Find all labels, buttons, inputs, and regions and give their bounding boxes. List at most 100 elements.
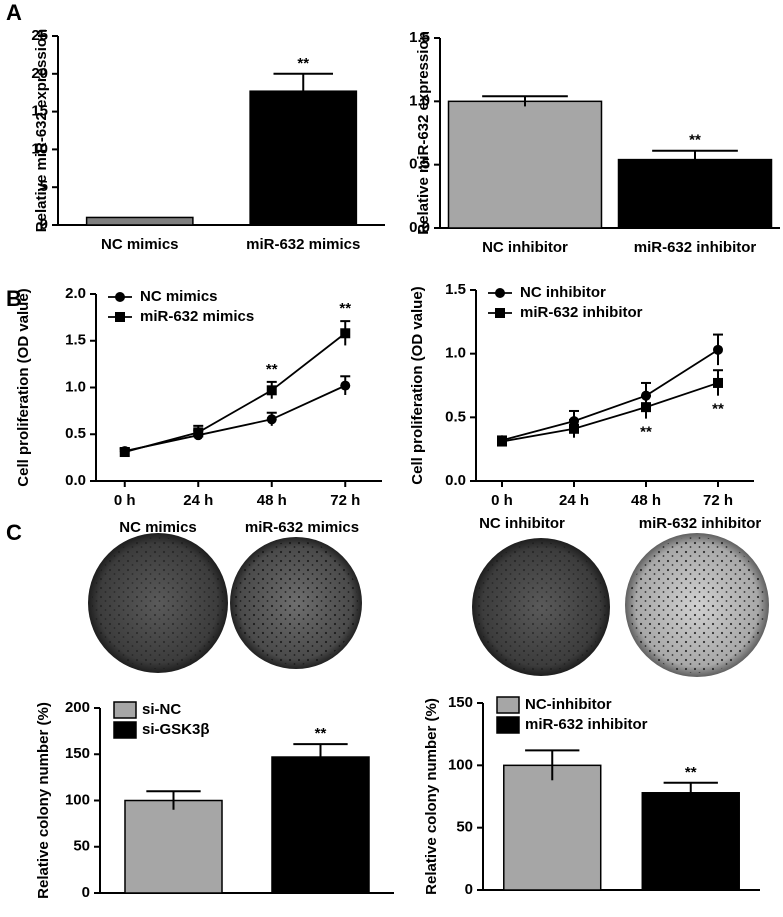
legend-label: si-NC [142,701,181,718]
y-tick-label: 0.0 [445,472,466,489]
bar [271,756,370,894]
marker [569,423,579,434]
chart: 0.0 0.5 1.0 1.5 2.0 Cell proliferation (OD va… [15,285,382,509]
y-tick-label: 100 [65,791,90,808]
legend-swatch [496,716,520,734]
y-tick-label: 1.0 [65,378,86,395]
line [124,332,346,453]
image-label: NC inhibitor [479,515,565,532]
legend-label: miR-632 inhibitor [520,304,643,321]
legend-marker [115,292,125,302]
marker [266,385,277,396]
y-tick-label: 10 [31,140,48,157]
line [501,349,719,442]
y-tick-label: 1.5 [445,281,466,298]
marker [266,414,277,425]
y-tick-label: 0.5 [65,425,86,442]
legend-swatch [496,696,520,714]
bar [447,100,603,229]
bar [617,158,773,229]
line [501,382,719,443]
y-tick-label: 0.0 [409,219,430,236]
marker [713,377,723,388]
colony-dishes [88,533,769,677]
marker [713,344,723,355]
y-tick-label: 150 [448,694,473,711]
legend-swatch [113,701,137,719]
marker [340,380,351,391]
x-tick-label: 72 h [703,492,733,509]
bar [124,799,223,894]
annotation: ** [712,401,724,418]
x-tick-label: 48 h [631,492,661,509]
y-tick-label: 25 [31,27,48,44]
legend-label: NC-inhibitor [525,696,612,713]
annotation: ** [640,424,652,441]
x-tick-label: NC mimics [101,236,179,253]
legend-marker [495,288,505,298]
y-tick-label: 0.5 [445,408,466,425]
legend-swatch [113,721,137,739]
y-tick-label: 50 [456,819,473,836]
bar [641,792,740,891]
y-axis-title: Relative colony number (%) [423,698,440,895]
x-tick-label: 24 h [559,492,589,509]
x-tick-label: 48 h [257,492,287,509]
x-tick-label: miR-632 inhibitor [634,239,757,256]
marker [641,402,651,413]
image-label: miR-632 inhibitor [639,515,762,532]
x-tick-label: miR-632 mimics [246,236,360,253]
chart: 0.0 0.5 1.0 1.5 Cell proliferation (OD value… [409,281,754,509]
x-tick-label: NC inhibitor [482,239,568,256]
bar [503,764,602,891]
y-axis-title: Relative miR-632 expression [415,31,432,234]
annotation: ** [297,55,309,72]
image-label: miR-632 mimics [245,519,359,536]
annotation: ** [339,300,351,317]
y-tick-label: 20 [31,65,48,82]
y-tick-label: 200 [65,699,90,716]
legend-label: NC mimics [140,288,218,305]
y-tick-label: 0 [465,881,473,898]
y-tick-label: 1.5 [65,332,86,349]
y-tick-label: 50 [73,838,90,855]
chart: 0 50 100 150 200 Relative colony number (%) **… [35,699,394,901]
legend-label: miR-632 mimics [140,308,254,325]
y-tick-label: 15 [31,103,48,120]
y-tick-label: 100 [448,756,473,773]
y-tick-label: 0.0 [65,472,86,489]
image-label: NC mimics [119,519,197,536]
y-tick-label: 1.0 [445,345,466,362]
y-tick-label: 2.0 [65,285,86,302]
line [124,384,346,452]
marker [119,447,130,458]
y-axis-title: Cell proliferation (OD value) [15,288,32,486]
x-tick-label: 24 h [183,492,213,509]
panel-label: C [6,520,22,545]
legend-marker [115,312,125,322]
x-tick-label: 0 h [491,492,513,509]
legend-marker [495,308,505,318]
y-tick-label: 1.5 [409,29,430,46]
legend-label: miR-632 inhibitor [525,716,648,733]
x-tick-label: 0 h [114,492,136,509]
annotation: ** [315,725,327,742]
y-tick-label: 0 [40,216,48,233]
panel-label: A [6,0,22,25]
annotation: ** [266,361,278,378]
bar [249,90,358,226]
marker [497,436,507,447]
y-tick-label: 0 [82,884,90,901]
y-axis-title: Relative colony number (%) [35,702,52,899]
bar [85,216,194,226]
y-axis-title: Relative miR-632 expression [33,29,50,232]
y-tick-label: 5 [40,178,48,195]
annotation: ** [689,132,701,149]
y-axis-title: Cell proliferation (OD value) [409,286,426,484]
chart: 0 50 100 150 Relative colony number (%) ** NC-… [423,694,760,898]
marker [193,427,204,438]
legend-label: NC inhibitor [520,284,606,301]
